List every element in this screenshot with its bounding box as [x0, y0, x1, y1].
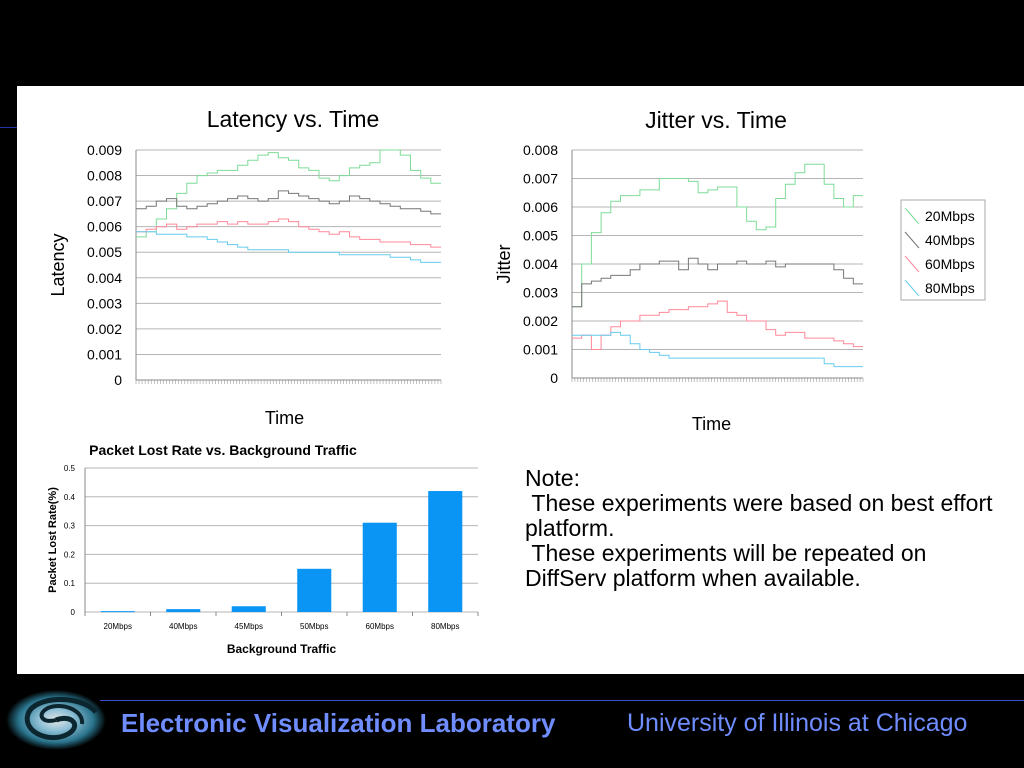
note-line-diffserv: These experiments will be repeated on Di… [525, 540, 933, 591]
chart1-series-40Mbps [572, 257, 863, 308]
chart0-ytick-label: 0.001 [87, 346, 122, 362]
chart0-ytick-label: 0.003 [87, 295, 122, 311]
chart0-ytick-label: 0.006 [87, 219, 122, 235]
note-line-best-effort: These experiments were based on best eff… [525, 490, 999, 541]
chart1-series-60Mbps [572, 300, 863, 350]
chart0-x-label: Time [265, 408, 304, 428]
chart1-legend-swatch [904, 231, 920, 249]
chart0-ytick-label: 0.008 [87, 168, 122, 184]
chart1-legend-label: 40Mbps [925, 232, 975, 248]
note-block: Note: These experiments were based on be… [525, 466, 1005, 591]
chart0-ytick-label: 0.002 [87, 321, 122, 337]
chart2-ytick-label: 0.3 [64, 522, 76, 531]
chart2-bar [362, 522, 397, 612]
evl-spiral-logo-icon [6, 690, 106, 750]
chart2-y-label: Packet Lost Rate(%) [47, 487, 59, 593]
chart1-ytick-label: 0.005 [523, 228, 558, 244]
footer-university-name: University of Illinois at Chicago [627, 709, 968, 737]
chart2-xtick-label: 80Mbps [431, 622, 459, 631]
chart2-xtick-label: 45Mbps [235, 622, 263, 631]
chart2-xtick-label: 20Mbps [104, 622, 132, 631]
note-heading: Note: [525, 465, 580, 491]
chart2-bar [297, 568, 332, 612]
chart0-series-60Mbps [136, 218, 441, 248]
chart1-ytick-label: 0.001 [523, 342, 558, 358]
chart2-ytick-label: 0.2 [64, 550, 76, 559]
chart1-legend-box [900, 199, 986, 301]
chart2-xtick-label: 50Mbps [300, 622, 328, 631]
chart1-ytick-label: 0.004 [523, 256, 558, 272]
chart0-ytick-label: 0.007 [87, 193, 122, 209]
chart0-ytick-label: 0 [114, 372, 122, 388]
chart2-title: Packet Lost Rate vs. Background Traffic [89, 442, 357, 458]
chart1-ytick-label: 0 [550, 370, 558, 386]
chart1-y-label: Jitter [494, 244, 514, 283]
chart2-ytick-label: 0.4 [64, 493, 76, 502]
chart0-ytick-label: 0.009 [87, 142, 122, 158]
chart2-bar [428, 491, 463, 612]
chart1-legend-label: 60Mbps [925, 256, 975, 272]
chart2-ytick-label: 0 [71, 608, 76, 617]
chart2-ytick-label: 0.5 [64, 464, 76, 473]
chart1-ytick-label: 0.007 [523, 171, 558, 187]
chart2-ytick-label: 0.1 [64, 579, 76, 588]
chart1-ytick-label: 0.006 [523, 199, 558, 215]
chart1-legend-swatch [904, 207, 920, 225]
chart0-series-80Mbps [136, 231, 441, 263]
chart2-bar [231, 606, 266, 612]
chart2-xtick-label: 40Mbps [169, 622, 197, 631]
chart1-legend-label: 80Mbps [925, 280, 975, 296]
chart1-series-20Mbps [572, 163, 863, 308]
chart1-ytick-label: 0.003 [523, 285, 558, 301]
chart0-ytick-label: 0.004 [87, 270, 122, 286]
chart1-legend-swatch [904, 279, 920, 297]
chart1-x-label: Time [692, 414, 731, 434]
chart1-series-80Mbps [572, 331, 863, 368]
chart1-ytick-label: 0.008 [523, 142, 558, 158]
chart1-legend-label: 20Mbps [925, 208, 975, 224]
chart1-legend-swatch [904, 255, 920, 273]
chart2-x-label: Background Traffic [227, 642, 337, 656]
top-rule [0, 127, 17, 128]
chart1-ytick-label: 0.002 [523, 313, 558, 329]
chart2-bar [100, 611, 135, 613]
chart0-title: Latency vs. Time [207, 106, 380, 132]
chart0-ytick-label: 0.005 [87, 244, 122, 260]
chart2-bar [166, 609, 201, 612]
footer-lab-name: Electronic Visualization Laboratory [121, 708, 556, 738]
chart1-title: Jitter vs. Time [645, 107, 787, 133]
chart2-xtick-label: 60Mbps [366, 622, 394, 631]
chart0-series-20Mbps [136, 149, 441, 238]
chart0-series-40Mbps [136, 190, 441, 215]
footer-rule [100, 700, 1024, 701]
chart0-y-label: Latency [48, 233, 68, 296]
